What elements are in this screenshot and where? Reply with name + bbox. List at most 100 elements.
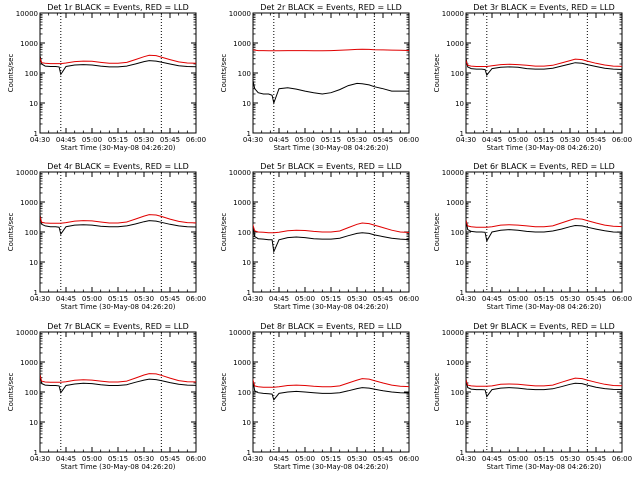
plot-frame [252, 331, 410, 453]
x-tick-label: 05:30 [134, 136, 154, 144]
y-tick-label: 10000 [229, 10, 251, 18]
series-line-events [466, 376, 622, 398]
x-tick-label: 05:30 [347, 295, 367, 303]
series-line-events [253, 78, 409, 105]
y-tick-label: 100 [25, 389, 38, 397]
x-axis-label: Start Time (30-May-08 04:26:20) [486, 463, 601, 471]
y-axis-label: Counts/sec [433, 213, 441, 252]
x-tick-label: 05:00 [82, 136, 102, 144]
y-tick-label: 100 [451, 70, 464, 78]
y-tick-label: 10000 [442, 329, 464, 337]
x-tick-label: 06:00 [186, 295, 206, 303]
x-tick-label: 05:45 [373, 136, 393, 144]
plot-frame [465, 12, 623, 134]
x-tick-label: 06:00 [186, 455, 206, 463]
x-tick-label: 04:45 [56, 295, 76, 303]
x-tick-label: 05:45 [160, 136, 180, 144]
chart-title: Det 3r BLACK = Events, RED = LLD [473, 3, 615, 12]
chart-title: Det 7r BLACK = Events, RED = LLD [47, 322, 189, 331]
y-tick-label: 100 [238, 70, 251, 78]
plot-frame [39, 331, 197, 453]
x-tick-label: 04:45 [269, 295, 289, 303]
x-tick-label: 06:00 [612, 455, 632, 463]
chart-panel: Det 6r BLACK = Events, RED = LLD 1 10 100 10… [433, 162, 632, 311]
x-axis-label: Start Time (30-May-08 04:26:20) [486, 303, 601, 311]
x-tick-label: 05:30 [134, 295, 154, 303]
x-tick-label: 05:30 [560, 136, 580, 144]
y-tick-label: 1000 [20, 199, 38, 207]
x-tick-label: 05:15 [108, 295, 128, 303]
y-axis-label: Counts/sec [7, 213, 15, 252]
chart-panel: Det 3r BLACK = Events, RED = LLD 1 10 100 10… [433, 3, 632, 152]
x-axis-label: Start Time (30-May-08 04:26:20) [60, 463, 175, 471]
y-tick-label: 10000 [16, 329, 38, 337]
x-tick-label: 05:45 [373, 295, 393, 303]
y-tick-label: 1000 [233, 359, 251, 367]
series-line-events [40, 211, 196, 236]
x-tick-label: 05:30 [134, 455, 154, 463]
x-tick-label: 05:15 [321, 455, 341, 463]
series-line-events [466, 216, 622, 243]
chart-title: Det 9r BLACK = Events, RED = LLD [473, 322, 615, 331]
series-line-lld [466, 218, 622, 228]
x-tick-label: 04:45 [56, 136, 76, 144]
x-tick-label: 05:45 [373, 455, 393, 463]
y-tick-label: 1000 [233, 40, 251, 48]
series-line-events [466, 55, 622, 77]
chart-title: Det 6r BLACK = Events, RED = LLD [473, 162, 615, 171]
x-tick-label: 05:00 [295, 455, 315, 463]
series-line-lld [40, 214, 196, 224]
y-tick-label: 1 [247, 449, 251, 457]
x-tick-label: 05:45 [586, 136, 606, 144]
x-tick-label: 04:30 [456, 295, 476, 303]
x-tick-label: 04:30 [456, 455, 476, 463]
plot-frame [39, 12, 197, 134]
y-axis-label: Counts/sec [7, 54, 15, 93]
x-tick-label: 05:15 [321, 136, 341, 144]
x-tick-label: 05:15 [108, 455, 128, 463]
x-tick-label: 06:00 [612, 295, 632, 303]
x-tick-label: 04:30 [243, 295, 263, 303]
x-tick-label: 06:00 [399, 455, 419, 463]
y-tick-label: 1 [34, 449, 38, 457]
x-tick-label: 06:00 [399, 136, 419, 144]
chart-title: Det 2r BLACK = Events, RED = LLD [260, 3, 402, 12]
x-tick-label: 04:45 [482, 455, 502, 463]
x-axis-label: Start Time (30-May-08 04:26:20) [273, 303, 388, 311]
y-tick-label: 10 [455, 259, 464, 267]
plot-frame [252, 12, 410, 134]
series-line-events [40, 370, 196, 394]
x-tick-label: 05:15 [321, 295, 341, 303]
series-line-events [40, 52, 196, 76]
y-tick-label: 1000 [446, 359, 464, 367]
chart-panel: Det 1r BLACK = Events, RED = LLD 1 10 100 10… [7, 3, 206, 152]
x-tick-label: 04:45 [482, 136, 502, 144]
y-tick-label: 1000 [446, 199, 464, 207]
y-tick-label: 10 [29, 419, 38, 427]
chart-panel: Det 4r BLACK = Events, RED = LLD 1 10 100 10… [7, 162, 206, 311]
x-tick-label: 04:30 [243, 136, 263, 144]
y-tick-label: 1 [247, 289, 251, 297]
y-tick-label: 1 [460, 130, 464, 138]
chart-panel: Det 2r BLACK = Events, RED = LLD 1 10 100 10… [220, 3, 419, 152]
x-tick-label: 04:45 [56, 455, 76, 463]
x-tick-label: 04:30 [30, 455, 50, 463]
y-tick-label: 1000 [20, 359, 38, 367]
y-tick-label: 10 [455, 419, 464, 427]
y-tick-label: 10000 [442, 169, 464, 177]
series-line-lld [40, 54, 196, 65]
y-tick-label: 10 [455, 100, 464, 108]
y-tick-label: 1 [460, 449, 464, 457]
chart-title: Det 1r BLACK = Events, RED = LLD [47, 3, 189, 12]
chart-panel: Det 9r BLACK = Events, RED = LLD 1 10 100 10… [433, 322, 632, 471]
x-tick-label: 05:00 [82, 295, 102, 303]
series-line-lld [466, 377, 622, 387]
x-tick-label: 05:00 [82, 455, 102, 463]
y-tick-label: 10000 [442, 10, 464, 18]
x-tick-label: 04:45 [269, 455, 289, 463]
y-tick-label: 1000 [233, 199, 251, 207]
y-tick-label: 1 [247, 130, 251, 138]
y-tick-label: 1000 [446, 40, 464, 48]
x-tick-label: 06:00 [612, 136, 632, 144]
x-tick-label: 05:00 [295, 136, 315, 144]
